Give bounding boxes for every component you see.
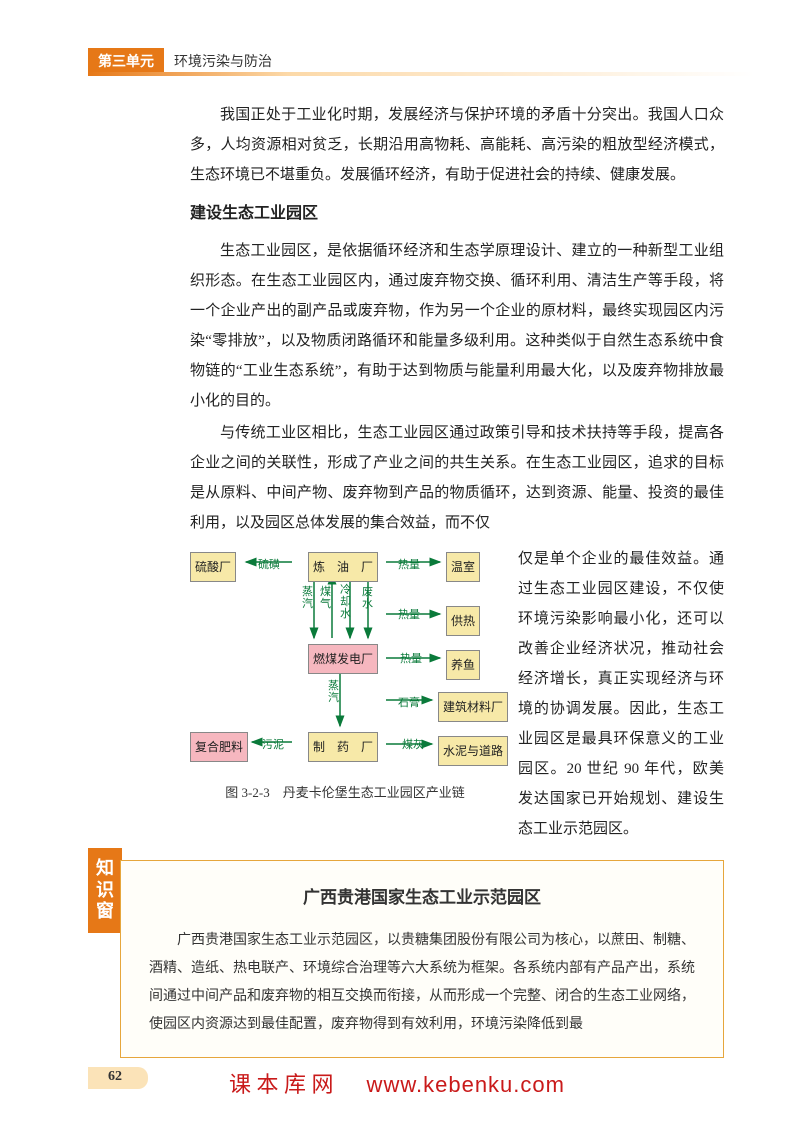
diagram-node: 硫酸厂 [190,552,236,582]
industrial-chain-diagram: 硫酸厂炼 油 厂温室供热燃煤发电厂养鱼建筑材料厂复合肥料制 药 厂水泥与道路硫磺… [190,544,500,774]
section-heading: 建设生态工业园区 [190,198,724,230]
knowledge-box: 广西贵港国家生态工业示范园区 广西贵港国家生态工业示范园区，以贵糖集团股份有限公… [120,860,724,1058]
paragraph-2: 生态工业园区，是依据循环经济和生态学原理设计、建立的一种新型工业组织形态。在生态… [190,236,724,416]
diagram-edge-label: 热量 [398,604,420,626]
diagram-edge-label: 冷却水 [340,584,351,620]
diagram-caption: 图 3-2-3 丹麦卡伦堡生态工业园区产业链 [190,780,500,806]
unit-badge: 第三单元 [88,48,164,74]
diagram-edge-label: 热量 [398,554,420,576]
header-divider [88,72,754,76]
diagram-node: 供热 [446,606,480,636]
paragraph-3: 与传统工业区相比，生态工业园区通过政策引导和技术扶持等手段，提高各企业之间的关联… [190,418,724,538]
diagram-node: 复合肥料 [190,732,248,762]
watermark-cn: 课 本 库 网 [229,1072,334,1097]
diagram-edge-label: 石膏 [398,692,420,714]
watermark-url: www.kebenku.com [367,1072,565,1097]
unit-title: 环境污染与防治 [174,51,272,71]
diagram-node: 建筑材料厂 [438,692,508,722]
knowledge-tab: 知识窗 [88,848,122,933]
footer-watermark: 课 本 库 网 www.kebenku.com [229,1067,565,1099]
diagram-edge-label: 硫磺 [258,554,280,576]
knowledge-body: 广西贵港国家生态工业示范园区，以贵糖集团股份有限公司为核心，以蔗田、制糖、酒精、… [149,927,695,1039]
diagram-edge-label: 蒸汽 [328,680,339,704]
diagram-edge-label: 蒸汽 [302,586,313,610]
main-content: 我国正处于工业化时期，发展经济与保护环境的矛盾十分突出。我国人口众多，人均资源相… [190,100,724,844]
diagram-edge-label: 煤灰 [402,734,424,756]
diagram-node: 制 药 厂 [308,732,378,762]
diagram-node: 养鱼 [446,650,480,680]
diagram-column: 硫酸厂炼 油 厂温室供热燃煤发电厂养鱼建筑材料厂复合肥料制 药 厂水泥与道路硫磺… [190,544,500,844]
diagram-node: 燃煤发电厂 [308,644,378,674]
diagram-text-row: 硫酸厂 炼 油 厂 温室供热燃煤发电厂 养鱼建筑材料厂复合肥料 制 药 厂 水泥与道路 硫磺… [190,544,724,844]
diagram-node: 炼 油 厂 [308,552,378,582]
diagram-edge-label: 废水 [362,586,373,610]
knowledge-title: 广西贵港国家生态工业示范园区 [149,881,695,915]
diagram-edge-label: 煤气 [320,586,331,610]
diagram-edge-label: 污泥 [262,734,284,756]
paragraph-3b: 仅是单个企业的最佳效益。通过生态工业园区建设，不仅使环境污染影响最小化，还可以改… [518,544,724,844]
page-header: 第三单元 环境污染与防治 [88,50,754,72]
diagram-node: 水泥与道路 [438,736,508,766]
paragraph-1: 我国正处于工业化时期，发展经济与保护环境的矛盾十分突出。我国人口众多，人均资源相… [190,100,724,190]
diagram-edge-label: 热量 [400,648,422,670]
page-number: 62 [108,1069,122,1085]
diagram-node: 温室 [446,552,480,582]
